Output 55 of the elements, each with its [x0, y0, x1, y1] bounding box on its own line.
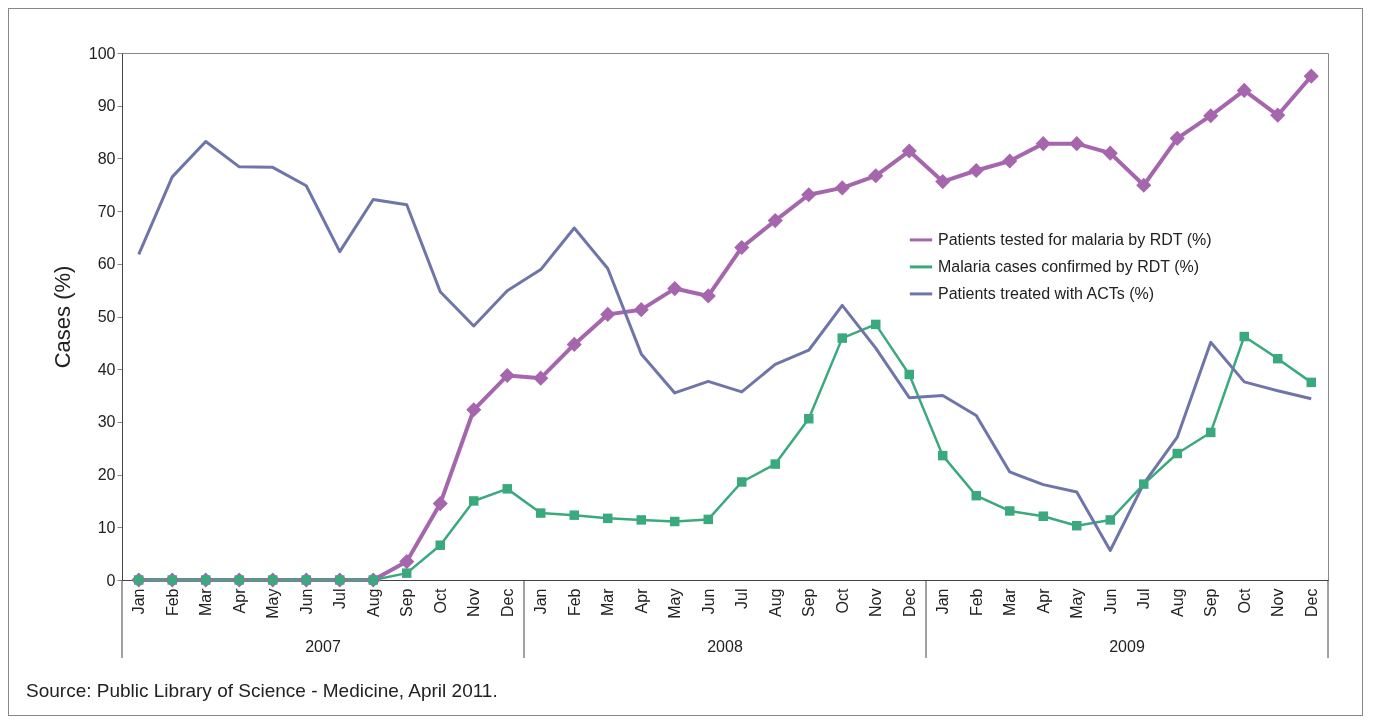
x-tick-label: Sep — [800, 588, 818, 617]
x-tick-label: Nov — [867, 588, 885, 617]
text: 2009 — [1109, 638, 1145, 655]
y-tick-label: 60 — [97, 255, 116, 273]
x-tick-label: May — [666, 588, 684, 619]
x-tick-label: Nov — [465, 588, 483, 617]
y-tick-label: 100 — [88, 44, 116, 62]
x-tick-label: Apr — [632, 587, 650, 614]
x-tick-label: Jun — [297, 588, 315, 615]
x-tick-label: Jan — [532, 588, 550, 615]
x-tick-label: Jan — [130, 588, 148, 615]
x-tick-label: Dec — [498, 588, 516, 617]
x-tick-label: Apr — [230, 587, 248, 614]
x-tick-label: Feb — [967, 588, 985, 617]
legend-label: Patients treated with ACTs (%) — [938, 284, 1155, 302]
x-tick-label: Sep — [1202, 588, 1220, 617]
x-tick-label: Jul — [1135, 588, 1153, 609]
y-tick-label: 50 — [97, 308, 116, 325]
y-tick-label: 70 — [97, 202, 116, 220]
x-tick-label: Feb — [163, 588, 181, 617]
text: 2007 — [305, 638, 341, 655]
x-tick-label: Aug — [1168, 588, 1186, 617]
x-tick-label: Sep — [398, 588, 416, 617]
x-tick-label: Mar — [197, 587, 215, 617]
x-tick-label: Aug — [364, 588, 382, 617]
y-tick-label: 90 — [97, 97, 116, 115]
x-tick-label: Nov — [1269, 588, 1287, 617]
y-tick-label: 20 — [97, 466, 116, 484]
x-tick-label: Aug — [766, 588, 784, 617]
x-tick-label: Apr — [1034, 587, 1052, 614]
y-tick-label: 30 — [97, 413, 116, 431]
y-tick-label: 10 — [97, 518, 116, 536]
x-tick-label: Jul — [733, 588, 751, 609]
y-tick-label: 0 — [106, 571, 116, 589]
x-tick-label: Mar — [1001, 587, 1019, 617]
y-axis-title: Cases (%) — [49, 265, 75, 369]
legend-label: Patients tested for malaria by RDT (%) — [938, 230, 1212, 248]
x-tick-label: Oct — [833, 587, 851, 614]
x-tick-label: Oct — [1235, 587, 1253, 614]
x-tick-label: Jun — [1101, 588, 1119, 615]
x-tick-label: Mar — [599, 587, 617, 617]
x-tick-label: Oct — [431, 587, 449, 614]
x-tick-label: May — [1068, 588, 1086, 619]
x-tick-label: Jan — [934, 588, 952, 615]
x-tick-label: May — [264, 588, 282, 619]
x-tick-label: Feb — [565, 588, 583, 617]
x-tick-label: Jul — [331, 588, 349, 609]
y-tick-label: 80 — [97, 149, 116, 167]
source-note: Source: Public Library of Science - Medicine, April 2011. — [26, 680, 498, 702]
y-tick-label: 40 — [97, 360, 116, 378]
x-tick-label: Dec — [1302, 588, 1320, 617]
text: 2008 — [707, 638, 743, 655]
x-tick-label: Dec — [900, 588, 918, 617]
x-tick-label: Jun — [699, 588, 717, 615]
legend-label: Malaria cases confirmed by RDT (%) — [938, 257, 1200, 275]
